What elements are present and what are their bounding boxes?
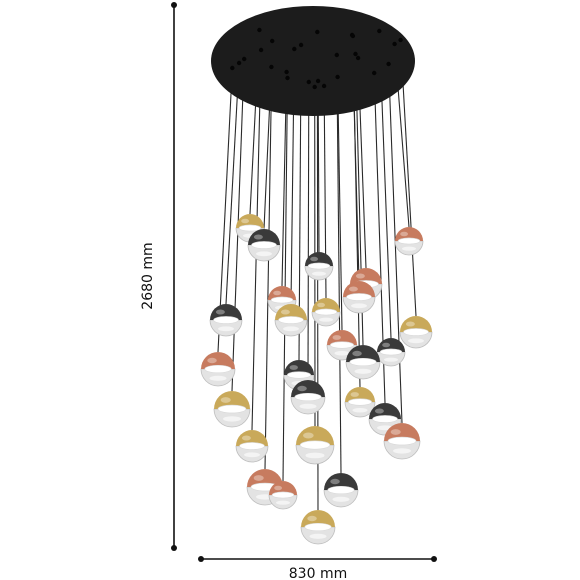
canopy-hole xyxy=(334,52,339,58)
pendant-globe-chrome xyxy=(209,304,243,337)
height-label: 2680 mm xyxy=(140,242,156,309)
pendant-globe-brass xyxy=(295,426,335,465)
canopy-hole xyxy=(355,55,361,61)
canopy-hole xyxy=(353,51,358,57)
canopy-wire-holes xyxy=(230,27,403,90)
canopy-hole xyxy=(321,83,327,89)
suspension-wire xyxy=(307,81,310,381)
width-label: 830 mm xyxy=(289,566,347,580)
pendant-globe-chrome xyxy=(290,380,326,415)
canopy-hole xyxy=(284,69,289,75)
canopy-hole xyxy=(306,79,311,85)
pendant-globe-copper xyxy=(326,330,358,361)
pendant-globe-chrome xyxy=(323,473,359,508)
canopy-hole xyxy=(372,70,377,76)
canopy-hole xyxy=(312,84,317,90)
canopy-hole xyxy=(292,46,297,52)
pendant-globe-brass xyxy=(399,316,433,349)
width-dimension-left-dot xyxy=(198,556,204,562)
pendant-globe-brass xyxy=(300,510,336,545)
pendant-globe-copper xyxy=(394,227,424,256)
canopy-hole xyxy=(269,64,274,70)
pendant-globe-brass xyxy=(213,391,251,428)
pendant-globe-chrome xyxy=(247,229,281,262)
canopy-hole xyxy=(335,74,340,80)
canopy-hole xyxy=(392,41,397,47)
height-dimension: 2680 mm xyxy=(140,2,177,551)
width-dimension-right-dot xyxy=(431,556,437,562)
pendant-globe-chrome xyxy=(345,345,381,380)
pendant-globes xyxy=(200,214,433,545)
canopy-hole xyxy=(350,33,356,39)
canopy-hole xyxy=(258,47,264,53)
pendant-globe-chrome xyxy=(376,338,406,367)
pendant-globe-chrome xyxy=(304,252,334,281)
pendant-globe-brass xyxy=(274,304,308,337)
pendant-globe-copper xyxy=(200,352,236,387)
pendant-globe-copper xyxy=(246,469,284,506)
canopy-hole xyxy=(398,37,403,43)
height-dimension-bottom-dot xyxy=(171,545,177,551)
width-dimension: 830 mm xyxy=(198,556,437,580)
suspension-wire xyxy=(337,76,343,331)
pendant-globe-brass xyxy=(344,387,376,418)
suspension-wire xyxy=(225,62,240,305)
canopy-hole xyxy=(377,28,382,34)
pendant-globe-brass xyxy=(235,430,269,463)
height-dimension-top-dot xyxy=(171,2,177,8)
pendant-globe-copper xyxy=(383,423,421,460)
canopy-hole xyxy=(298,42,304,48)
canopy-hole xyxy=(315,78,321,84)
canopy-hole xyxy=(386,61,391,67)
canopy-hole xyxy=(285,75,290,81)
suspension-wire xyxy=(217,67,233,353)
canopy-hole xyxy=(257,27,262,33)
canopy-hole xyxy=(230,65,235,71)
canopy-hole xyxy=(315,29,320,35)
canopy-hole xyxy=(242,56,247,62)
suspension-wire xyxy=(336,54,342,474)
pendant-globe-copper xyxy=(342,281,376,314)
suspension-wire xyxy=(282,77,289,482)
canopy-hole xyxy=(236,60,242,66)
ceiling-canopy xyxy=(211,6,415,116)
pendant-globe-brass xyxy=(311,298,341,327)
canopy-hole xyxy=(270,38,275,44)
pendant-globe-copper xyxy=(268,481,298,510)
